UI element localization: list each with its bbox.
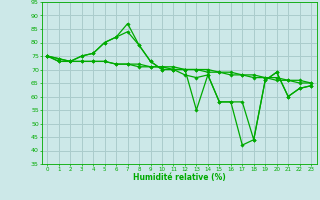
X-axis label: Humidité relative (%): Humidité relative (%) — [133, 173, 226, 182]
